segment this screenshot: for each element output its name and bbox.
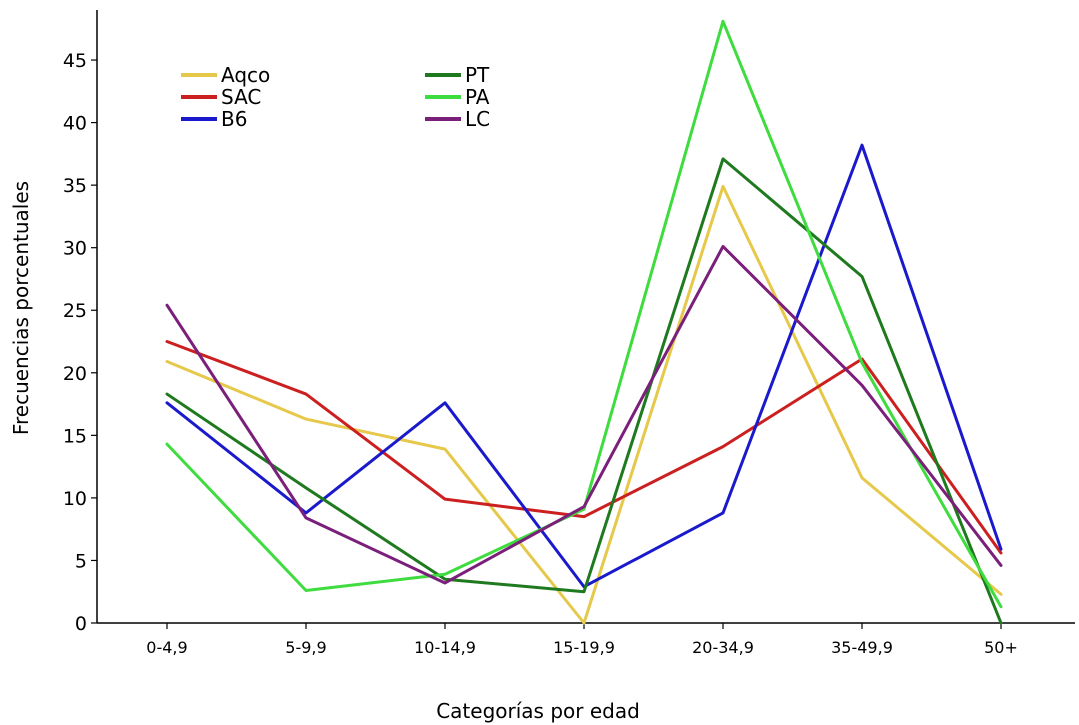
legend-label-b6: B6 (221, 107, 247, 131)
x-axis: 0-4,9 5-9,9 10-14,9 15-19,9 20-34,9 35-49,9 50… (97, 622, 1075, 657)
x-tick-label: 50+ (984, 638, 1018, 657)
series-lines (165, 19, 1003, 625)
y-tick-label: 15 (63, 425, 87, 447)
x-tick-label: 20-34,9 (692, 638, 754, 657)
x-tick-label: 15-19,9 (553, 638, 615, 657)
legend-label-pa: PA (465, 85, 490, 109)
x-tick-label: 5-9,9 (285, 638, 326, 657)
y-tick-label: 45 (63, 50, 87, 72)
legend-label-pt: PT (465, 63, 490, 87)
series-line-aqco (165, 184, 1003, 625)
x-tick-label: 10-14,9 (414, 638, 476, 657)
x-tick-label: 0-4,9 (146, 638, 187, 657)
y-tick-label: 40 (63, 113, 87, 135)
y-axis: 0 5 10 15 20 25 30 35 40 45 (63, 10, 98, 635)
legend-label-sac: SAC (221, 85, 261, 109)
y-tick-label: 5 (75, 550, 87, 572)
y-tick-label: 0 (75, 613, 87, 635)
y-tick-label: 35 (63, 175, 87, 197)
y-axis-title: Frecuencias porcentuales (9, 181, 33, 435)
y-tick-label: 25 (63, 300, 87, 322)
legend-label-lc: LC (465, 107, 490, 131)
series-line-b6 (165, 143, 1003, 589)
series-line-sac (165, 340, 1003, 555)
y-tick-label: 10 (63, 488, 87, 510)
y-tick-label: 20 (63, 363, 87, 385)
y-tick-label: 30 (63, 238, 87, 260)
x-tick-label: 35-49,9 (831, 638, 893, 657)
series-line-pa (165, 19, 1003, 609)
series-line-lc (165, 244, 1003, 585)
x-axis-title: Categorías por edad (436, 699, 640, 723)
legend-label-aqco: Aqco (221, 63, 270, 87)
series-line-pt (165, 157, 1003, 625)
